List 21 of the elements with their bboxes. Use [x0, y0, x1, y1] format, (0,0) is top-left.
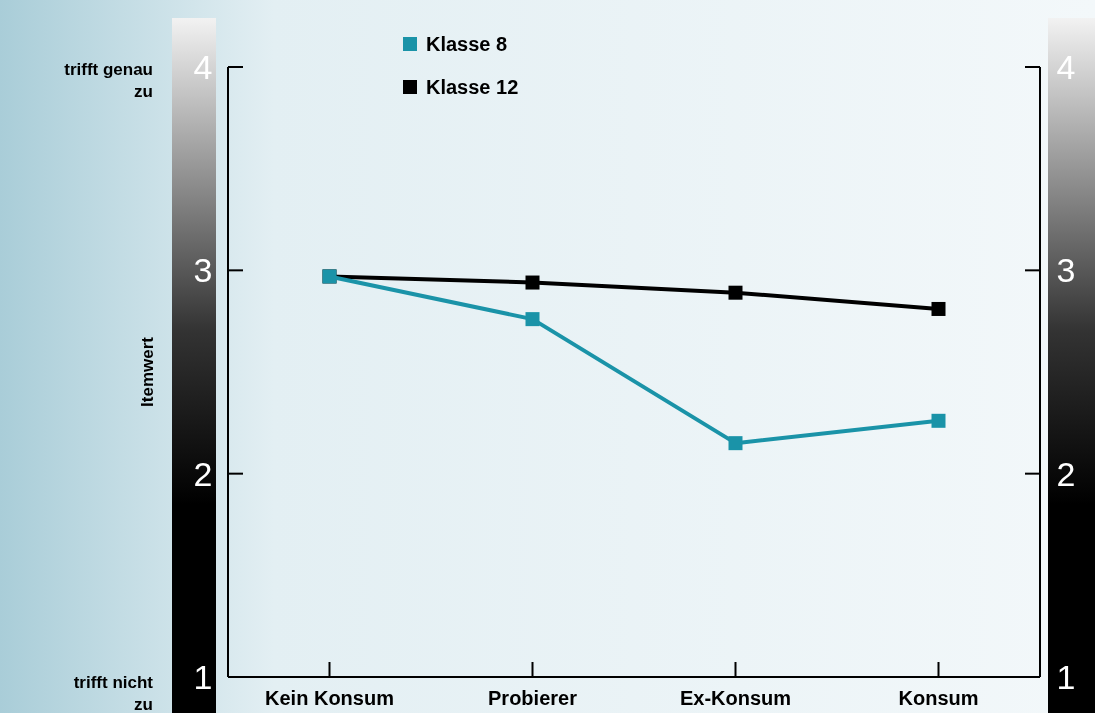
y2-tick-label: 3 [1056, 251, 1076, 290]
x-tick-label: Ex-Konsum [679, 687, 792, 709]
y-tick-label: 3 [193, 251, 213, 290]
point [931, 301, 946, 316]
point [728, 285, 743, 300]
point [525, 312, 540, 327]
point [931, 413, 946, 428]
y-tick-label: 1 [193, 657, 213, 696]
x-tick-label: Probierer [488, 687, 578, 709]
y-tick-label: 2 [193, 454, 213, 493]
text: trifft genau zu [64, 60, 153, 101]
y2-tick-label: 1 [1056, 657, 1076, 696]
legend-label: Klasse 12 [426, 76, 519, 98]
point [728, 436, 743, 451]
text: trifft nicht zu [73, 673, 154, 713]
y2-tick-label: 2 [1056, 454, 1076, 493]
y-axis-title: Itemwert [138, 336, 157, 407]
legend-label: Klasse 8 [426, 33, 508, 55]
x-tick-label: Konsum [898, 687, 979, 709]
point [525, 275, 540, 290]
x-tick-label: Kein Konsum [265, 687, 394, 709]
